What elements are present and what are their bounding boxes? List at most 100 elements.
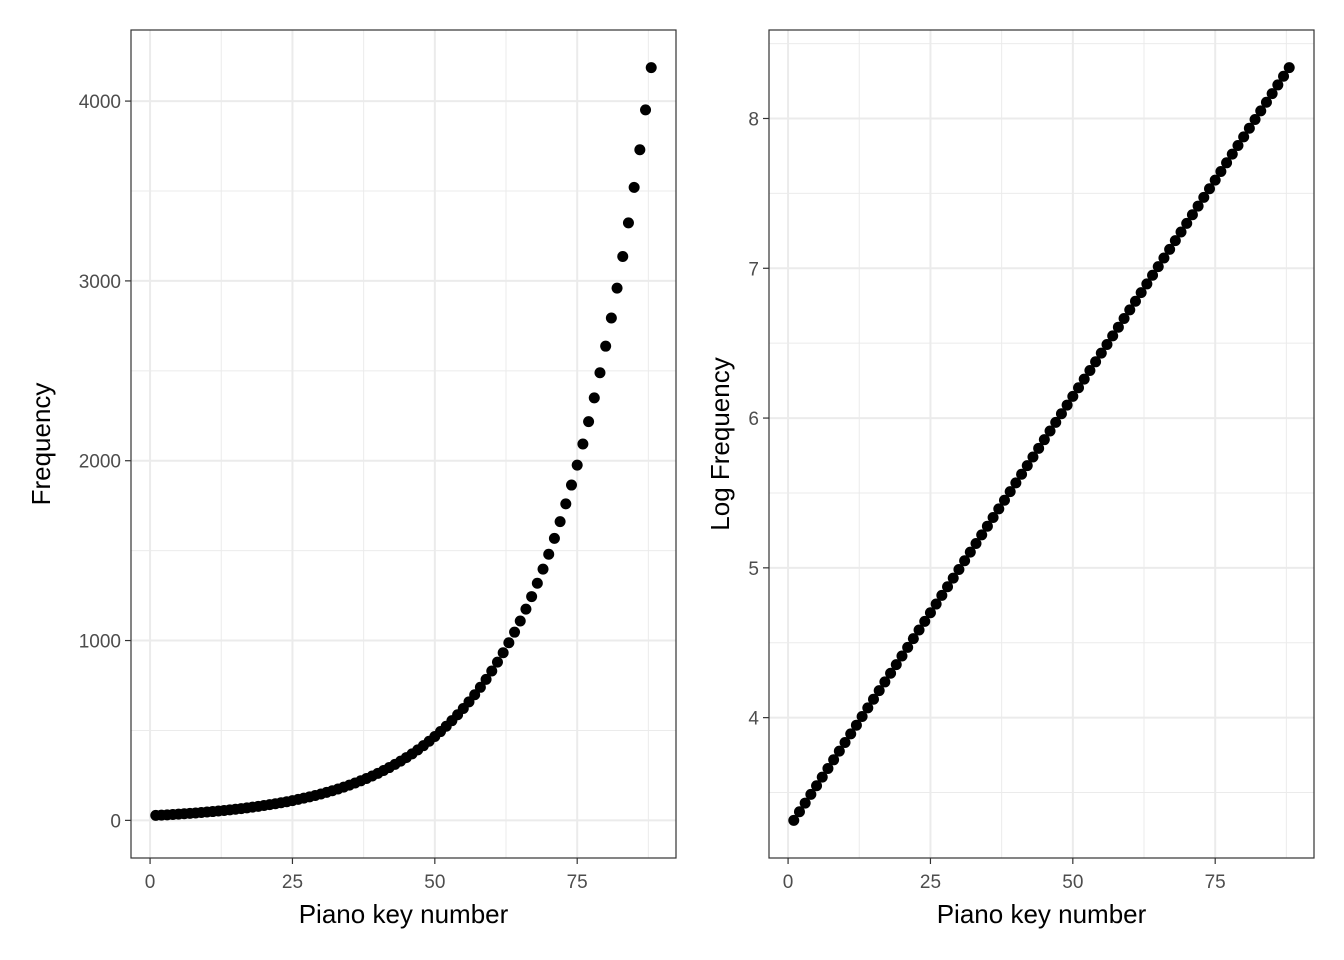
right-data-point [1272, 79, 1284, 91]
left-y-axis-title: Frequency [26, 383, 56, 506]
right-data-point [970, 537, 982, 549]
right-data-point [1238, 131, 1250, 143]
left-data-point [503, 637, 515, 649]
right-data-point [998, 494, 1010, 506]
left-x-tick-label: 50 [424, 872, 445, 893]
left-data-point [548, 532, 560, 544]
right-y-axis-title: Log Frequency [705, 357, 735, 530]
right-data-point [833, 745, 845, 757]
right-data-point [1215, 165, 1227, 177]
right-data-point [1107, 330, 1119, 342]
right-data-point [1118, 313, 1130, 325]
left-data-point [645, 62, 657, 74]
right-data-point [942, 581, 954, 593]
left-x-tick-label: 0 [145, 872, 156, 893]
left-data-point [554, 516, 566, 528]
left-y-tick-label: 2000 [79, 452, 121, 473]
left-data-point [628, 181, 640, 193]
left-points [150, 62, 657, 821]
right-data-point [1021, 460, 1033, 472]
right-data-point [793, 806, 805, 818]
right-data-point [1044, 425, 1056, 437]
left-data-point [565, 479, 577, 491]
right-y-tick-label: 6 [748, 409, 759, 430]
right-data-point [822, 762, 834, 774]
left-data-point [543, 548, 555, 560]
right-data-point [907, 633, 919, 645]
left-gridlines [131, 30, 676, 858]
right-data-point [1198, 191, 1210, 203]
right-data-point [896, 650, 908, 662]
right-points [788, 62, 1295, 826]
right-data-point [1175, 226, 1187, 238]
right-data-point [1243, 122, 1255, 134]
right-data-point [919, 615, 931, 627]
left-data-point [605, 312, 617, 324]
right-data-point [902, 641, 914, 653]
right-data-point [930, 598, 942, 610]
right-data-point [913, 624, 925, 636]
right-data-point [1078, 373, 1090, 385]
left-data-point [537, 563, 549, 575]
right-x-tick-label: 50 [1062, 872, 1083, 893]
left-data-point [594, 367, 606, 379]
right-data-point [1232, 139, 1244, 151]
left-data-point [622, 217, 634, 229]
right-data-point [1158, 252, 1170, 264]
right-data-point [1027, 451, 1039, 463]
right-data-point [845, 728, 857, 740]
right-data-point [936, 589, 948, 601]
right-data-point [811, 780, 823, 792]
left-data-point [634, 144, 646, 156]
left-y-tick-label: 0 [110, 811, 121, 832]
left-panel: 0 25 50 75 0 1000 2000 3000 4000 Piano key numbe… [26, 29, 677, 929]
right-data-point [1152, 261, 1164, 273]
left-data-point [520, 603, 532, 615]
right-data-point [1141, 278, 1153, 290]
left-data-point [531, 577, 543, 589]
right-y-tick-label: 8 [748, 109, 759, 130]
right-data-point [987, 512, 999, 524]
right-data-point [1004, 486, 1016, 498]
left-data-point [617, 250, 629, 262]
right-data-point [1164, 243, 1176, 255]
right-data-point [1147, 269, 1159, 281]
right-plot-border [768, 29, 1315, 859]
left-data-point [588, 392, 600, 404]
right-data-point [1283, 62, 1295, 74]
right-data-point [964, 546, 976, 558]
right-data-point [1278, 70, 1290, 82]
right-data-point [1249, 114, 1261, 126]
left-data-point [491, 656, 503, 668]
right-x-tick-label: 0 [783, 872, 794, 893]
left-y-tick-label: 1000 [79, 632, 121, 653]
left-data-point [577, 438, 589, 450]
right-data-point [947, 572, 959, 584]
right-data-point [828, 754, 840, 766]
right-data-point [1101, 339, 1113, 351]
left-data-point [526, 591, 538, 603]
right-data-point [1038, 434, 1050, 446]
right-data-point [856, 711, 868, 723]
right-data-point [1016, 468, 1028, 480]
right-data-point [993, 503, 1005, 515]
right-y-tick-label: 7 [748, 259, 759, 280]
left-y-tick-label: 4000 [79, 92, 121, 113]
right-x-tick-label: 25 [920, 872, 941, 893]
right-data-point [1095, 347, 1107, 359]
right-data-point [1260, 96, 1272, 108]
right-data-point [788, 814, 800, 826]
right-data-point [924, 607, 936, 619]
right-data-point [805, 788, 817, 800]
left-data-point [560, 498, 572, 510]
right-data-point [1112, 321, 1124, 333]
right-data-point [799, 797, 811, 809]
left-data-point [600, 340, 612, 352]
left-y-tick-label: 3000 [79, 272, 121, 293]
right-data-point [1055, 408, 1067, 420]
right-data-point [1181, 217, 1193, 229]
left-plot-border [130, 29, 677, 859]
right-data-point [816, 771, 828, 783]
left-ticks: 0 25 50 75 0 1000 2000 3000 4000 [79, 92, 588, 893]
